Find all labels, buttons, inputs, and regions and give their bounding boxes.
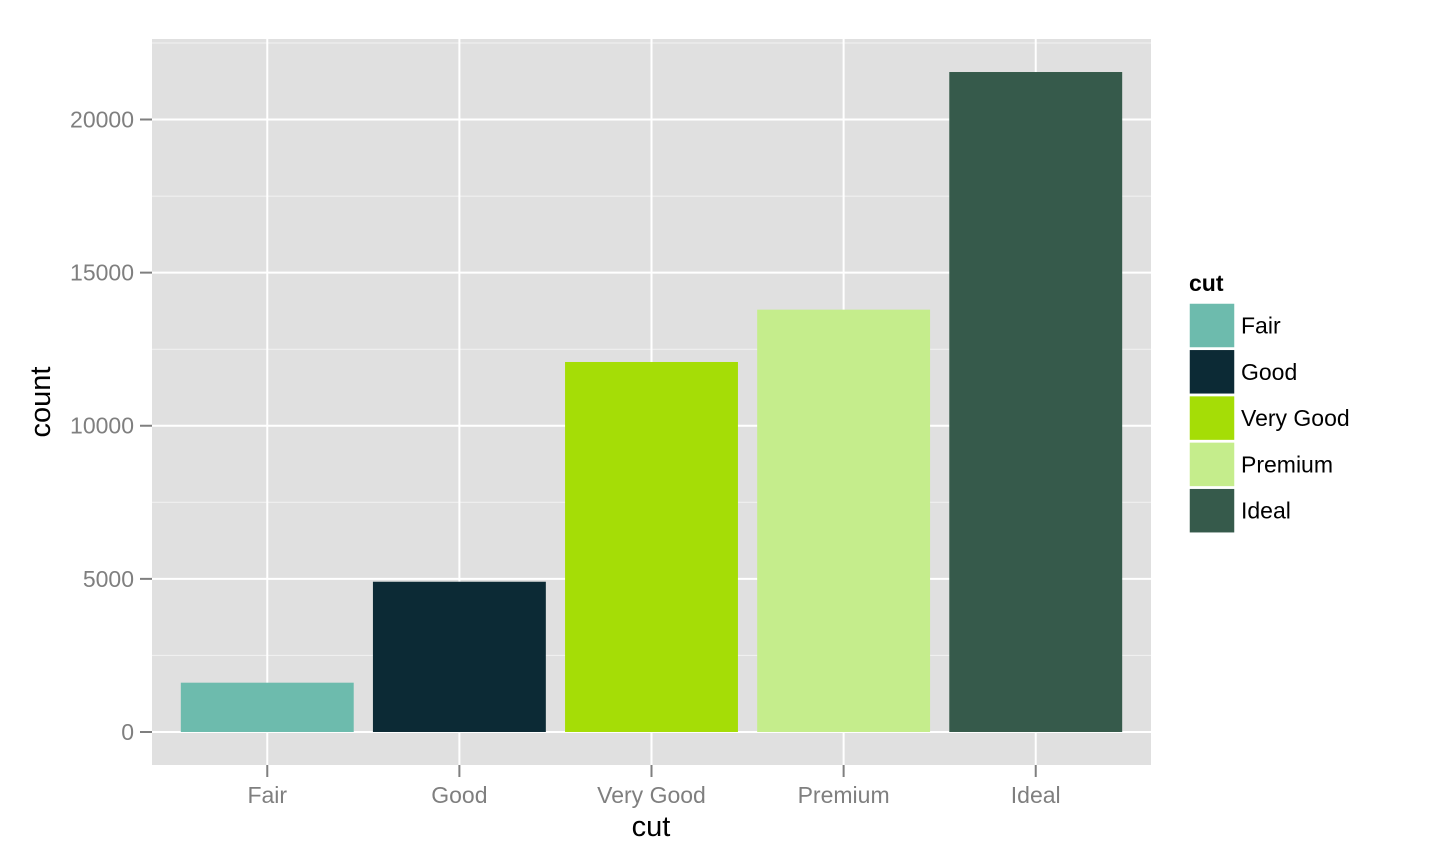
y-tick-label-4: 20000	[70, 107, 134, 133]
legend-key-premium	[1188, 441, 1236, 488]
legend-key-fair	[1188, 302, 1236, 349]
y-tick-label-3: 15000	[70, 260, 134, 286]
legend-label-good: Good	[1241, 359, 1297, 385]
x-axis: Fair Good Very Good Premium Ideal	[247, 765, 1061, 808]
legend-key-good	[1188, 348, 1236, 396]
y-tick-label-0: 0	[121, 719, 134, 745]
bar-premium	[757, 309, 931, 732]
x-tick-label-1: Good	[431, 782, 487, 808]
bar-ideal	[949, 72, 1123, 732]
x-tick-label-4: Ideal	[1011, 782, 1061, 808]
bar-very-good	[565, 361, 738, 732]
legend-key-very-good	[1188, 394, 1236, 442]
legend-label-ideal: Ideal	[1241, 498, 1291, 524]
bar-good	[372, 581, 546, 732]
x-tick-label-2: Very Good	[597, 782, 706, 808]
y-axis: 0 5000 10000 15000 20000	[70, 107, 152, 745]
bars	[180, 72, 1123, 732]
y-tick-label-2: 10000	[70, 413, 134, 439]
legend-key-ideal	[1188, 487, 1236, 534]
x-tick-label-3: Premium	[798, 782, 890, 808]
y-tick-label-1: 5000	[83, 566, 134, 592]
legend-label-very-good: Very Good	[1241, 405, 1350, 431]
x-tick-label-0: Fair	[247, 782, 287, 808]
legend-label-premium: Premium	[1241, 451, 1333, 477]
y-axis-title: count	[25, 367, 57, 438]
bar-fair	[180, 682, 354, 732]
legend: cut Fair Good Very Good Premium Ideal	[1188, 270, 1350, 534]
legend-label-fair: Fair	[1241, 313, 1281, 339]
legend-title: cut	[1189, 270, 1224, 296]
x-axis-title: cut	[632, 811, 671, 843]
